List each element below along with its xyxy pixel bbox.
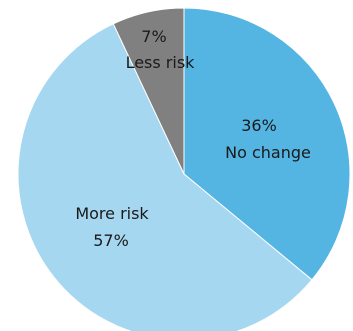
slice-label-more-risk-value: 57% (93, 231, 129, 250)
slice-label-less-risk-name: Less risk (126, 53, 196, 72)
pie-slices (17, 7, 351, 331)
pie-slice-no-change (183, 7, 351, 281)
pie-slice-less-risk (112, 7, 185, 175)
slice-label-no-change-name: No change (225, 143, 311, 162)
slice-label-less-risk-value: 7% (141, 27, 166, 46)
slice-label-more-risk-name: More risk (75, 204, 149, 223)
slice-label-no-change-value: 36% (241, 116, 277, 135)
pie-slice-more-risk (17, 23, 313, 331)
